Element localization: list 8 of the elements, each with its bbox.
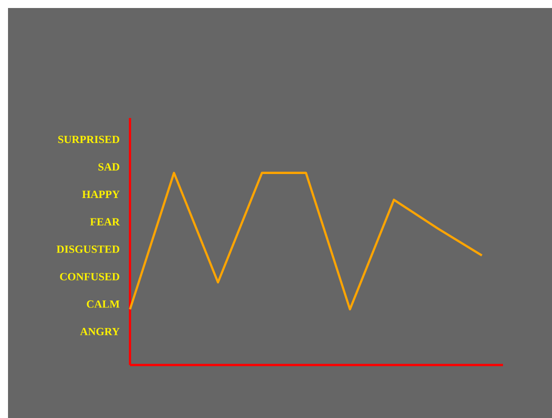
text: ANGRY [80, 328, 120, 336]
text: SAD [98, 163, 120, 171]
text: CALM [86, 300, 120, 308]
text: FEAR [90, 218, 120, 226]
text: HAPPY [82, 190, 120, 198]
text: DISGUSTED [56, 246, 120, 253]
text: SURPRISED [58, 136, 120, 144]
text: CONFUSED [60, 272, 120, 280]
